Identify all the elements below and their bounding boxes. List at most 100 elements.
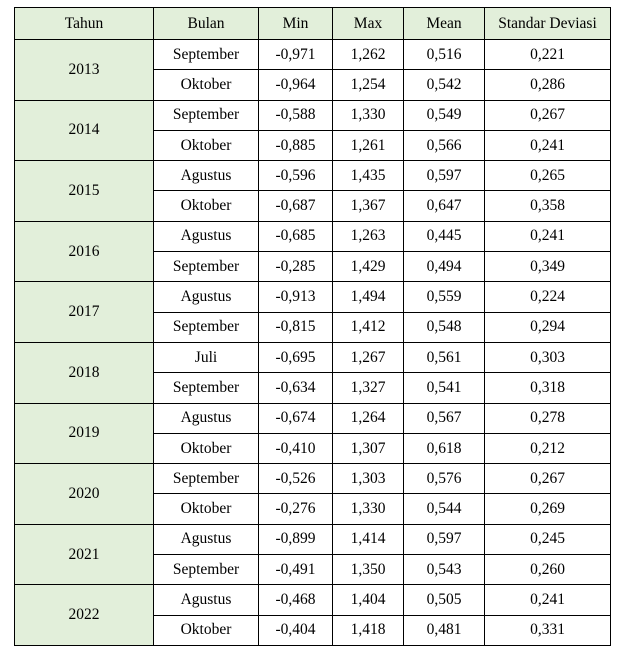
max-cell: 1,307 <box>332 432 404 465</box>
standar-deviasi-cell: 0,358 <box>484 190 611 222</box>
mean-cell: 0,516 <box>403 38 485 71</box>
month-cell: September <box>153 99 259 131</box>
min-cell: -0,596 <box>258 160 333 192</box>
month-cell: Oktober <box>153 190 259 222</box>
standar-deviasi-cell: 0,245 <box>484 523 611 556</box>
min-cell: -0,964 <box>258 69 333 101</box>
min-cell: -0,913 <box>258 281 333 313</box>
max-cell: 1,414 <box>332 523 404 556</box>
max-cell: 1,429 <box>332 251 404 283</box>
month-cell: Oktober <box>153 69 259 101</box>
mean-cell: 0,445 <box>403 220 485 253</box>
year-cell: 2018 <box>14 341 154 404</box>
max-cell: 1,267 <box>332 341 404 374</box>
header-max: Max <box>332 7 404 40</box>
max-cell: 1,367 <box>332 190 404 222</box>
max-cell: 1,262 <box>332 38 404 71</box>
month-cell: September <box>153 311 259 343</box>
table-row: September -0,815 1,412 0,548 0,294 <box>15 311 611 343</box>
table-row: 2022 Agustus -0,468 1,404 0,505 0,241 <box>14 584 611 646</box>
table-row: Oktober -0,687 1,367 0,647 0,358 <box>15 190 611 222</box>
min-cell: -0,404 <box>258 614 333 646</box>
min-cell: -0,685 <box>258 220 333 253</box>
month-cell: Juli <box>153 341 259 374</box>
standar-deviasi-cell: 0,269 <box>484 493 611 525</box>
header-row: Tahun Bulan Min Max Mean Standar Deviasi <box>14 7 611 40</box>
header-standar-deviasi: Standar Deviasi <box>484 7 611 40</box>
standar-deviasi-cell: 0,265 <box>484 160 611 192</box>
table-row: 2013 September -0,971 1,262 0,516 0,221 <box>14 38 611 101</box>
year-cell: 2013 <box>14 39 154 101</box>
mean-cell: 0,566 <box>403 129 485 162</box>
month-cell: September <box>153 251 259 283</box>
min-cell: -0,526 <box>258 463 333 495</box>
min-cell: -0,674 <box>258 402 333 434</box>
standar-deviasi-cell: 0,221 <box>484 38 611 71</box>
min-cell: -0,491 <box>258 554 333 586</box>
max-cell: 1,412 <box>332 311 404 343</box>
mean-cell: 0,544 <box>403 493 485 525</box>
table-body: 2013 September -0,971 1,262 0,516 0,221 Oktobe… <box>14 38 611 646</box>
min-cell: -0,971 <box>258 38 333 71</box>
min-cell: -0,285 <box>258 251 333 283</box>
standar-deviasi-cell: 0,267 <box>484 99 611 131</box>
table-row: 2020 September -0,526 1,303 0,576 0,267 <box>14 463 611 525</box>
standar-deviasi-cell: 0,241 <box>484 220 611 253</box>
max-cell: 1,261 <box>332 129 404 162</box>
month-cell: Agustus <box>153 281 259 313</box>
mean-cell: 0,567 <box>403 402 485 434</box>
year-cell: 2022 <box>14 584 154 646</box>
standar-deviasi-cell: 0,241 <box>484 584 611 616</box>
mean-cell: 0,559 <box>403 281 485 313</box>
standar-deviasi-cell: 0,331 <box>484 614 611 646</box>
min-cell: -0,634 <box>258 372 333 404</box>
table-row: 2019 Agustus -0,674 1,264 0,567 0,278 <box>14 402 611 465</box>
statistics-table: Tahun Bulan Min Max Mean Standar Deviasi… <box>14 7 611 646</box>
max-cell: 1,404 <box>332 584 404 616</box>
month-cell: Agustus <box>153 220 259 253</box>
year-cell: 2017 <box>14 281 154 343</box>
month-cell: Oktober <box>153 614 259 646</box>
mean-cell: 0,481 <box>403 614 485 646</box>
mean-cell: 0,597 <box>403 523 485 556</box>
standar-deviasi-cell: 0,212 <box>484 432 611 465</box>
max-cell: 1,263 <box>332 220 404 253</box>
mean-cell: 0,494 <box>403 251 485 283</box>
table-row: 2016 Agustus -0,685 1,263 0,445 0,241 <box>14 220 611 283</box>
max-cell: 1,254 <box>332 69 404 101</box>
month-cell: September <box>153 554 259 586</box>
standar-deviasi-cell: 0,241 <box>484 129 611 162</box>
min-cell: -0,885 <box>258 129 333 162</box>
max-cell: 1,350 <box>332 554 404 586</box>
max-cell: 1,327 <box>332 372 404 404</box>
mean-cell: 0,505 <box>403 584 485 616</box>
max-cell: 1,303 <box>332 463 404 495</box>
table-row: 2015 Agustus -0,596 1,435 0,597 0,265 <box>14 160 611 222</box>
mean-cell: 0,542 <box>403 69 485 101</box>
month-cell: September <box>153 463 259 495</box>
standar-deviasi-cell: 0,278 <box>484 402 611 434</box>
header-mean: Mean <box>403 7 485 40</box>
max-cell: 1,330 <box>332 493 404 525</box>
min-cell: -0,276 <box>258 493 333 525</box>
mean-cell: 0,576 <box>403 463 485 495</box>
min-cell: -0,687 <box>258 190 333 222</box>
year-cell: 2021 <box>14 523 154 586</box>
header-tahun: Tahun <box>14 7 154 40</box>
mean-cell: 0,541 <box>403 372 485 404</box>
month-cell: September <box>153 38 259 71</box>
table-row: September -0,634 1,327 0,541 0,318 <box>15 372 611 404</box>
header-min: Min <box>258 7 333 40</box>
table-row: 2017 Agustus -0,913 1,494 0,559 0,224 <box>14 281 611 343</box>
max-cell: 1,435 <box>332 160 404 192</box>
standar-deviasi-cell: 0,294 <box>484 311 611 343</box>
min-cell: -0,410 <box>258 432 333 465</box>
standar-deviasi-cell: 0,318 <box>484 372 611 404</box>
mean-cell: 0,618 <box>403 432 485 465</box>
mean-cell: 0,647 <box>403 190 485 222</box>
month-cell: Agustus <box>153 523 259 556</box>
standar-deviasi-cell: 0,303 <box>484 341 611 374</box>
month-cell: Oktober <box>153 432 259 465</box>
month-cell: Agustus <box>153 160 259 192</box>
max-cell: 1,494 <box>332 281 404 313</box>
